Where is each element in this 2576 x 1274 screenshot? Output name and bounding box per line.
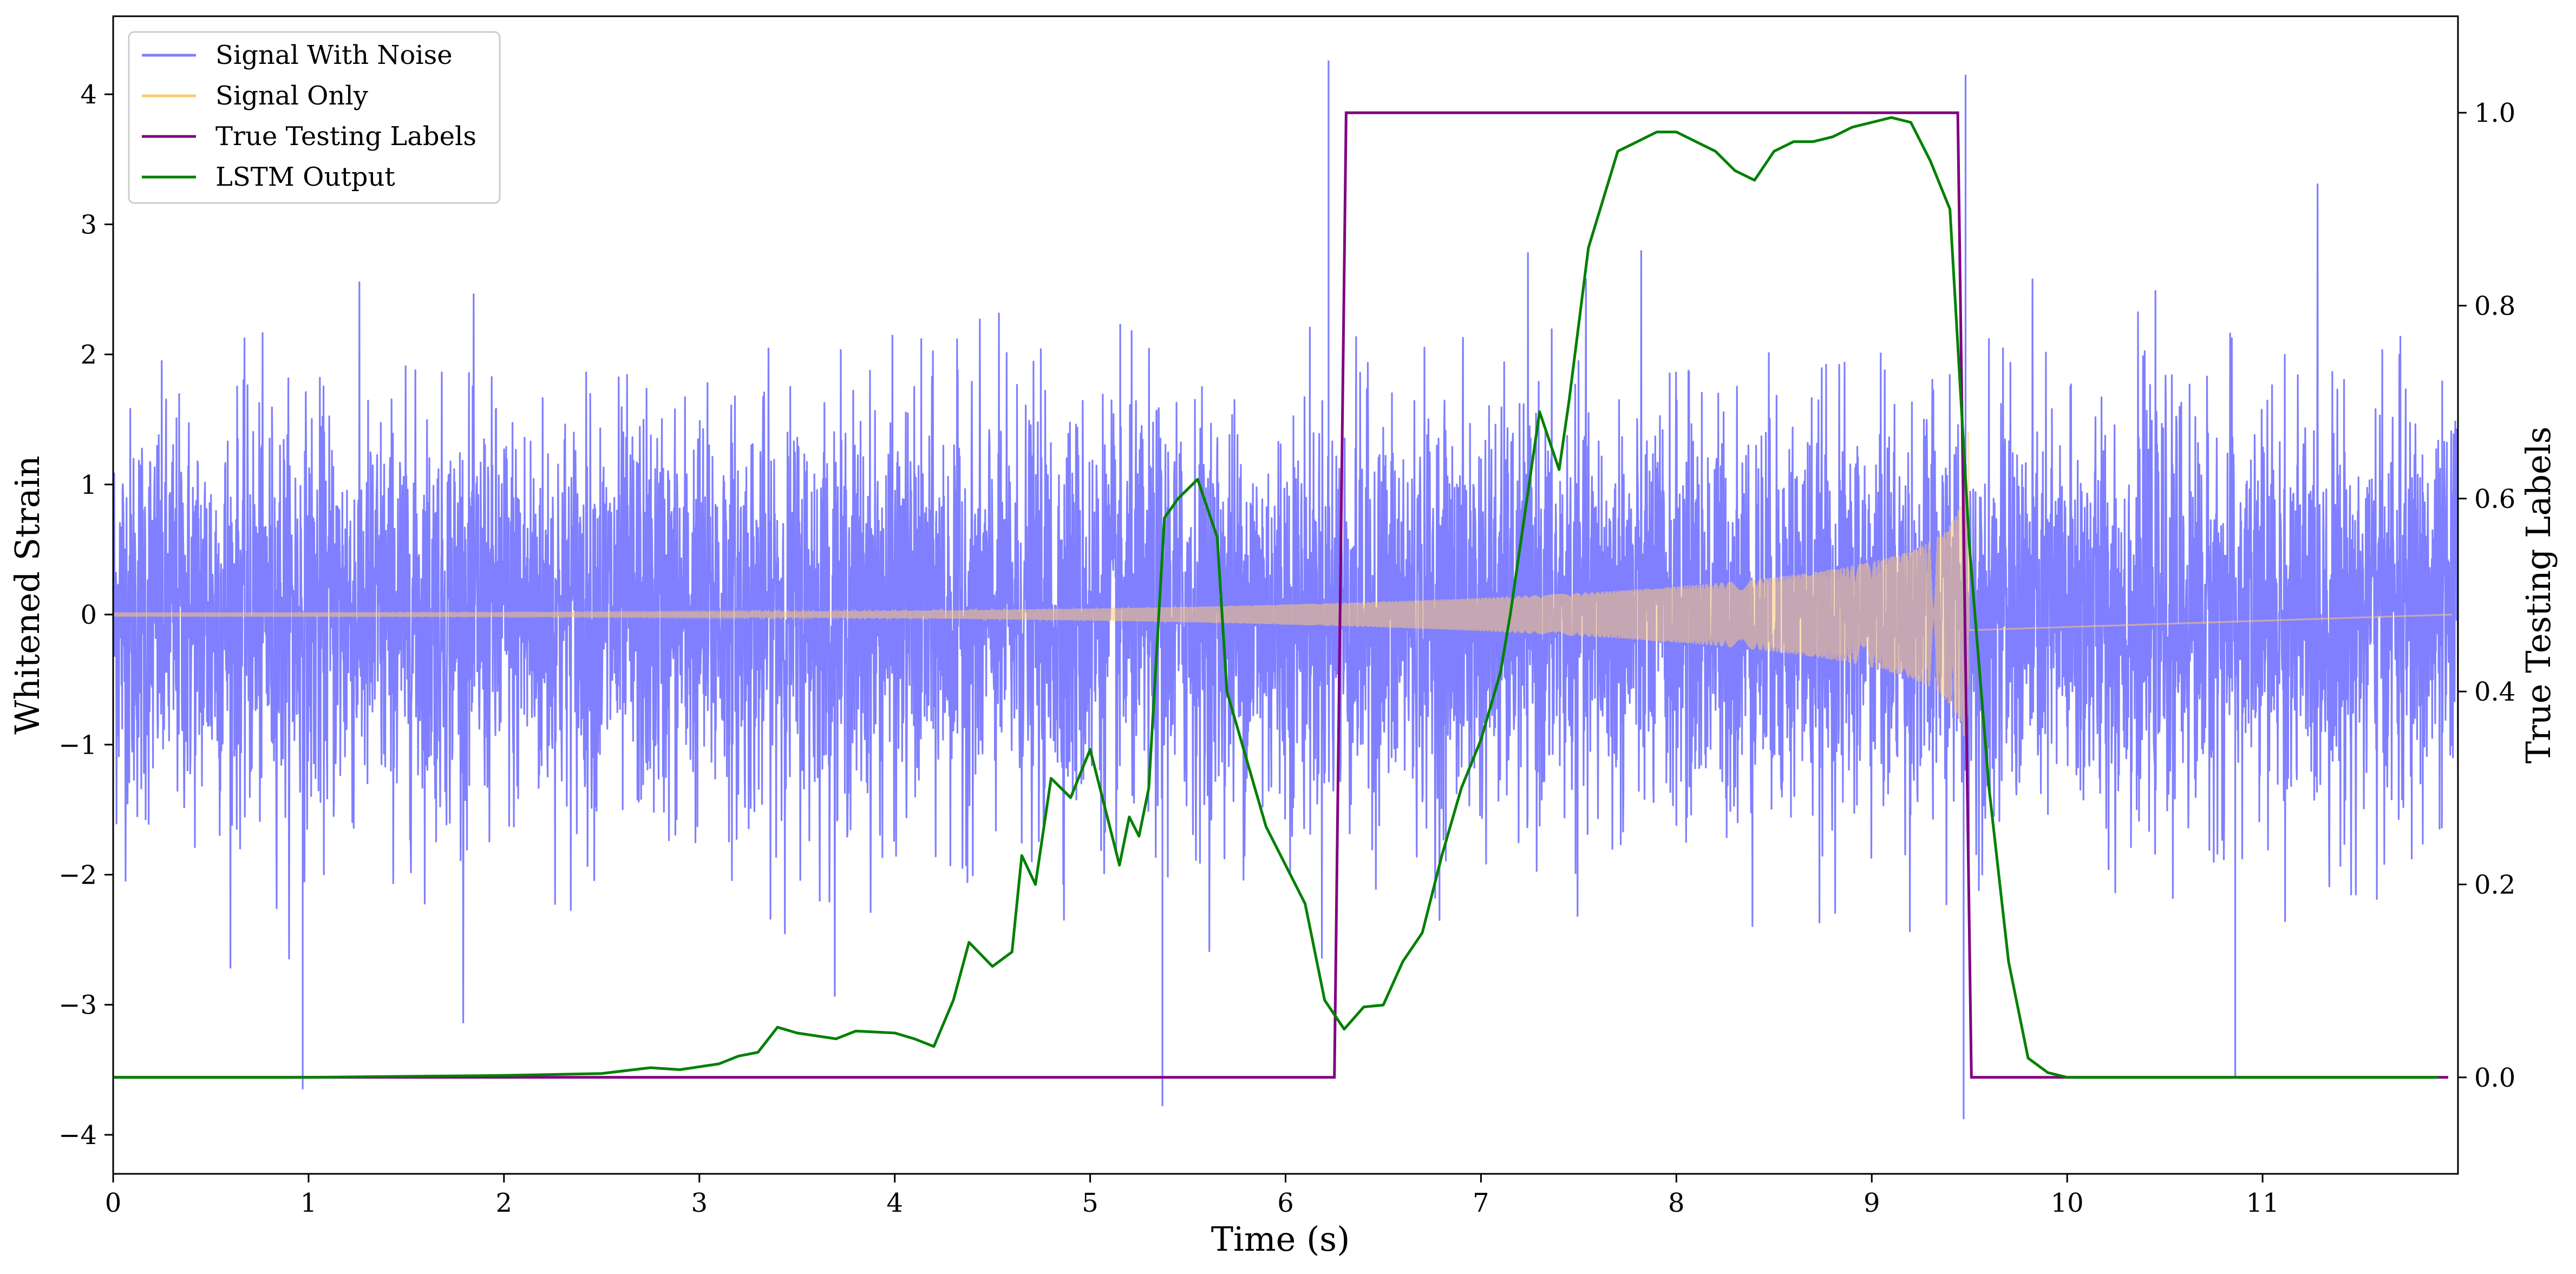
x-tick-label: 0 <box>105 1188 122 1218</box>
series-signal-only <box>113 432 2453 766</box>
right-y-tick-label: 1.0 <box>2474 98 2515 128</box>
x-tick-label: 4 <box>886 1188 903 1218</box>
x-tick-label: 9 <box>1864 1188 1880 1218</box>
legend-label-signal-with-noise: Signal With Noise <box>215 40 453 70</box>
x-tick-label: 1 <box>300 1188 317 1218</box>
left-y-tick-label: 1 <box>80 470 97 500</box>
series-true-testing-labels <box>113 111 2448 1079</box>
left-y-tick-label: 3 <box>80 210 97 240</box>
x-tick-label: 8 <box>1668 1188 1685 1218</box>
right-y-tick-label: 0.8 <box>2474 291 2515 322</box>
right-y-tick-label: 0.4 <box>2474 677 2515 707</box>
x-tick-label: 6 <box>1277 1188 1294 1218</box>
x-tick-label: 11 <box>2246 1188 2279 1218</box>
left-y-axis: −4 −3 −2 −1 0 1 2 3 4 <box>58 80 113 1151</box>
legend-label-true-testing-labels: True Testing Labels <box>215 121 476 152</box>
legend-label-signal-only: Signal Only <box>215 81 368 111</box>
right-y-axis: 0.0 0.2 0.4 0.6 0.8 1.0 <box>2458 98 2515 1093</box>
series-lstm-output <box>113 116 2438 1079</box>
right-y-tick-label: 0.0 <box>2474 1063 2515 1093</box>
right-y-tick-label: 0.2 <box>2474 870 2515 900</box>
plot-area <box>113 60 2458 1120</box>
left-y-tick-label: 4 <box>80 80 97 110</box>
left-y-tick-label: −1 <box>58 730 97 760</box>
left-y-axis-title: Whitened Strain <box>8 456 47 735</box>
left-y-tick-label: 2 <box>80 340 97 370</box>
x-tick-label: 10 <box>2051 1188 2084 1218</box>
right-y-axis-title: True Testing Labels <box>2519 427 2558 764</box>
series-signal-with-noise <box>113 60 2458 1120</box>
left-y-tick-label: 0 <box>80 600 97 630</box>
x-axis-title: Time (s) <box>1211 1219 1350 1259</box>
legend-label-lstm-output: LSTM Output <box>215 162 395 192</box>
left-y-tick-label: −4 <box>58 1120 97 1151</box>
x-tick-label: 5 <box>1082 1188 1099 1218</box>
right-y-tick-label: 0.6 <box>2474 484 2515 514</box>
legend: Signal With Noise Signal Only True Testi… <box>128 31 501 204</box>
x-tick-label: 2 <box>496 1188 513 1218</box>
left-y-tick-label: −2 <box>58 860 97 890</box>
left-y-tick-label: −3 <box>58 990 97 1021</box>
x-tick-label: 3 <box>691 1188 708 1218</box>
legend-box <box>128 31 501 204</box>
x-axis: 0 1 2 3 4 5 6 7 8 9 10 11 <box>105 1174 2279 1218</box>
x-tick-label: 7 <box>1473 1188 1489 1218</box>
